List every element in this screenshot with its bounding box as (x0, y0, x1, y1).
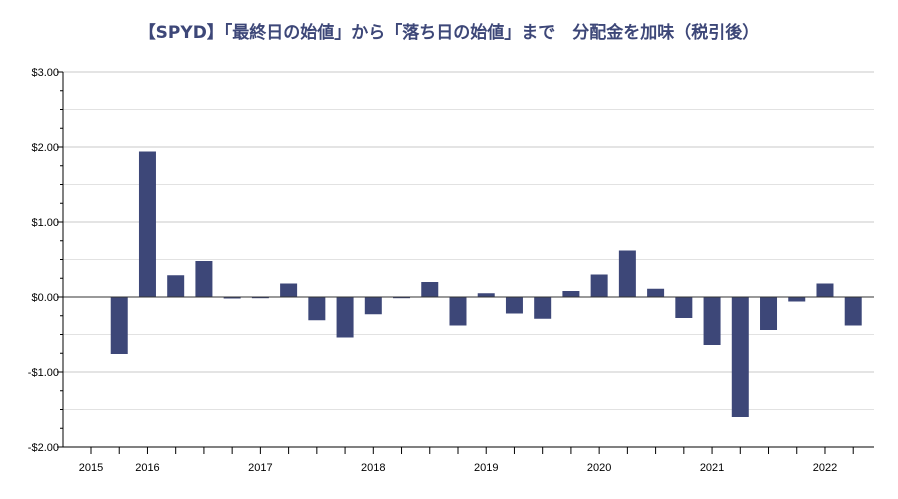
bar (477, 293, 495, 297)
x-tick-label: 2022 (813, 462, 837, 474)
x-tick-label: 2020 (587, 462, 611, 474)
bar (195, 261, 213, 297)
bar (308, 297, 326, 321)
y-tick-label: $3.00 (31, 67, 59, 79)
y-axis-labels: $3.00 $2.00 $1.00 $0.00 -$1.00 -$2.00 (28, 67, 59, 454)
y-tick-label: -$1.00 (28, 367, 59, 379)
bar (703, 297, 721, 345)
bar (647, 288, 665, 297)
bar (110, 297, 128, 354)
chart-title: 【SPYD】「最終日の始値」から「落ち日の始値」まで 分配金を加味（税引後） (139, 22, 760, 43)
x-tick-label: 2016 (135, 462, 159, 474)
x-tick-label: 2021 (700, 462, 724, 474)
x-tick-label: 2019 (474, 462, 498, 474)
x-tick-label: 2017 (248, 462, 272, 474)
bars (110, 151, 862, 417)
x-tick-label: 2018 (361, 462, 385, 474)
x-axis-labels: 2015 2016 2017 2018 2019 2020 2021 2022 (79, 462, 837, 474)
bar (336, 297, 354, 338)
x-tick-label: 2015 (79, 462, 103, 474)
bar (449, 297, 467, 326)
bar (731, 297, 749, 417)
bar (562, 291, 580, 297)
y-tick-label: $0.00 (31, 292, 59, 304)
bar (760, 297, 778, 330)
bar (816, 283, 834, 297)
bar (675, 297, 693, 318)
bar (280, 283, 298, 297)
bar (788, 297, 806, 302)
bar (844, 297, 862, 326)
bar (618, 250, 636, 297)
bar (505, 297, 523, 314)
y-tick-label: -$2.00 (28, 442, 59, 454)
axes (57, 71, 874, 454)
bar (421, 282, 439, 297)
bar (534, 297, 552, 319)
bar (167, 275, 185, 297)
y-tick-label: $2.00 (31, 142, 59, 154)
bar (590, 274, 608, 297)
bar (138, 151, 156, 297)
gridlines (63, 71, 874, 448)
bar (393, 297, 411, 299)
y-tick-label: $1.00 (31, 217, 59, 229)
bar (364, 297, 382, 315)
bar (223, 297, 241, 299)
bar (251, 297, 269, 299)
